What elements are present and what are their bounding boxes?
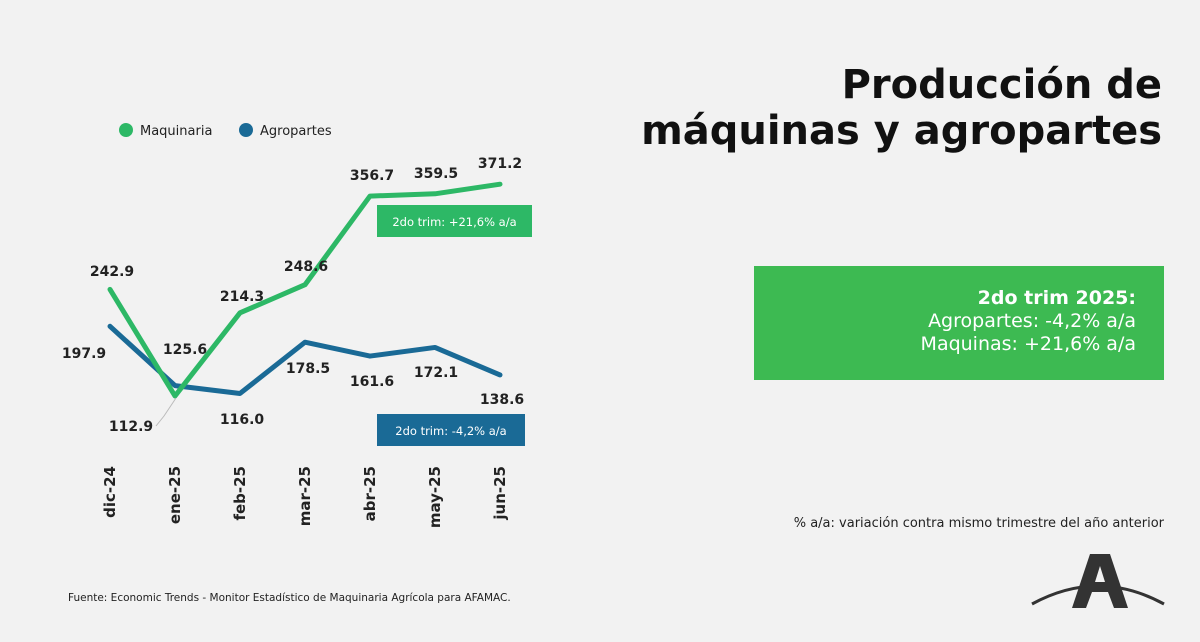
summary-agropartes: Agropartes: -4,2% a/a	[928, 310, 1136, 332]
data-label-maquinaria: 356.7	[350, 168, 394, 184]
legend-marker-maquinaria	[119, 123, 133, 137]
annotation-text-agropartes: 2do trim: -4,2% a/a	[395, 424, 506, 438]
footnote: % a/a: variación contra mismo trimestre …	[793, 516, 1164, 531]
chart-lines	[107, 181, 503, 399]
x-tick-label: dic-24	[101, 466, 119, 518]
data-label-agropartes: 161.6	[350, 374, 394, 390]
legend-label-maquinaria: Maquinaria	[140, 124, 212, 139]
data-label-maquinaria: 359.5	[414, 166, 458, 182]
data-label-agropartes: 178.5	[286, 361, 330, 377]
annotation-box-agropartes	[377, 414, 525, 446]
chart-annotations: 2do trim: +21,6% a/a 2do trim: -4,2% a/a	[377, 205, 532, 446]
x-tick-label: feb-25	[231, 466, 249, 521]
summary-maquinas: Maquinas: +21,6% a/a	[920, 333, 1136, 355]
summary-heading: 2do trim 2025:	[977, 287, 1136, 309]
data-label-agropartes: 197.9	[62, 346, 106, 362]
leader-line	[155, 397, 177, 427]
data-label-maquinaria: 242.9	[90, 264, 134, 280]
title-line-2: máquinas y agropartes	[641, 108, 1162, 154]
label-leader-line	[155, 397, 177, 427]
x-tick-label: may-25	[426, 466, 444, 528]
data-label-agropartes: 138.6	[480, 392, 524, 408]
x-tick-label: jun-25	[491, 466, 509, 521]
legend-label-agropartes: Agropartes	[260, 124, 332, 139]
legend-marker-agropartes	[239, 123, 253, 137]
series-line-maquinaria	[107, 181, 503, 399]
x-axis-ticks: dic-24 ene-25 feb-25 mar-25 abr-25 may-25 jun-…	[101, 466, 509, 528]
data-labels: 242.9 112.9 214.3 248.6 356.7 359.5 371.2 197.9…	[62, 156, 524, 435]
x-tick-label: abr-25	[361, 466, 379, 521]
page-title: Producción de máquinas y agropartes	[641, 62, 1162, 154]
data-label-maquinaria: 371.2	[478, 156, 522, 172]
data-label-maquinaria: 214.3	[220, 289, 264, 305]
title-line-1: Producción de	[841, 62, 1162, 108]
line-chart: Maquinaria Agropartes 242.9 112.9 214.3 248.…	[62, 123, 532, 528]
data-label-agropartes: 125.6	[163, 342, 207, 358]
data-label-agropartes: 172.1	[414, 365, 458, 381]
x-tick-label: mar-25	[296, 466, 314, 526]
source-note: Fuente: Economic Trends - Monitor Estadí…	[68, 592, 511, 604]
x-tick-label: ene-25	[166, 466, 184, 524]
afamac-logo	[1031, 554, 1165, 608]
series-line-agropartes	[107, 323, 503, 396]
annotation-text-maquinaria: 2do trim: +21,6% a/a	[392, 215, 516, 229]
annotation-box-maquinaria	[377, 205, 532, 237]
data-label-agropartes: 116.0	[220, 412, 265, 428]
data-label-maquinaria: 112.9	[109, 419, 153, 435]
summary-box: 2do trim 2025: Agropartes: -4,2% a/a Maq…	[754, 266, 1164, 380]
chart-legend: Maquinaria Agropartes	[119, 123, 332, 139]
data-label-maquinaria: 248.6	[284, 259, 328, 275]
